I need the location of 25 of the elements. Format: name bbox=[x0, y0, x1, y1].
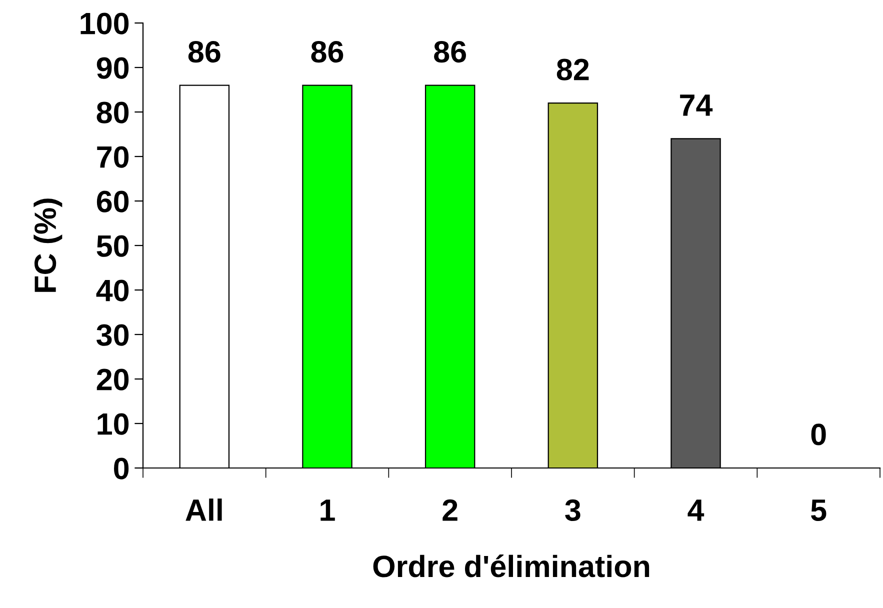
y-tick-label: 40 bbox=[96, 280, 129, 302]
x-tick-label: 5 bbox=[811, 500, 826, 521]
data-label: 0 bbox=[811, 424, 826, 446]
y-tick-label: 100 bbox=[80, 12, 129, 34]
x-tick-label: 4 bbox=[688, 500, 704, 521]
x-tick-label: All bbox=[186, 498, 222, 521]
y-tick-label: 80 bbox=[96, 102, 129, 124]
y-tick-label: 10 bbox=[98, 413, 129, 435]
x-axis-title: Ordre d'élimination bbox=[373, 554, 650, 578]
y-tick-label: 50 bbox=[96, 235, 129, 257]
x-tick-label: 1 bbox=[320, 500, 335, 521]
y-tick-label: 70 bbox=[97, 146, 129, 168]
data-label: 86 bbox=[188, 40, 220, 63]
y-tick-label: 90 bbox=[96, 57, 129, 79]
x-tick-label: 3 bbox=[565, 499, 580, 522]
y-tick-label: 0 bbox=[114, 458, 129, 480]
y-tick-label: 60 bbox=[96, 190, 129, 212]
data-label: 82 bbox=[556, 58, 589, 80]
y-axis-title: FC (%) bbox=[34, 198, 62, 292]
y-tick-label: 30 bbox=[96, 324, 129, 346]
data-label: 74 bbox=[680, 94, 713, 116]
x-tick-label: 2 bbox=[442, 499, 458, 521]
data-label: 86 bbox=[434, 40, 466, 63]
y-tick-label: 20 bbox=[96, 368, 129, 390]
data-label: 86 bbox=[311, 40, 344, 63]
